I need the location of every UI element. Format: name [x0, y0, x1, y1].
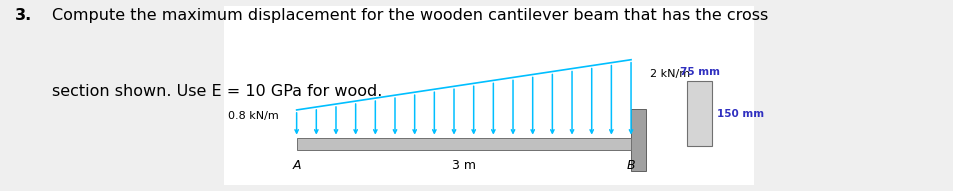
Bar — [296, 138, 630, 150]
Text: 3 m: 3 m — [452, 159, 476, 172]
Text: 75 mm: 75 mm — [679, 67, 719, 77]
Text: 0.8 kN/m: 0.8 kN/m — [228, 111, 278, 121]
Text: 150 mm: 150 mm — [716, 109, 763, 119]
Text: section shown. Use E = 10 GPa for wood.: section shown. Use E = 10 GPa for wood. — [52, 84, 382, 99]
Text: Compute the maximum displacement for the wooden cantilever beam that has the cro: Compute the maximum displacement for the… — [52, 8, 768, 23]
Bar — [630, 109, 645, 172]
Bar — [686, 81, 712, 146]
Text: 3.: 3. — [15, 8, 32, 23]
Text: B: B — [626, 159, 635, 172]
Text: 2 kN/m: 2 kN/m — [649, 69, 689, 79]
Text: A: A — [292, 159, 300, 172]
